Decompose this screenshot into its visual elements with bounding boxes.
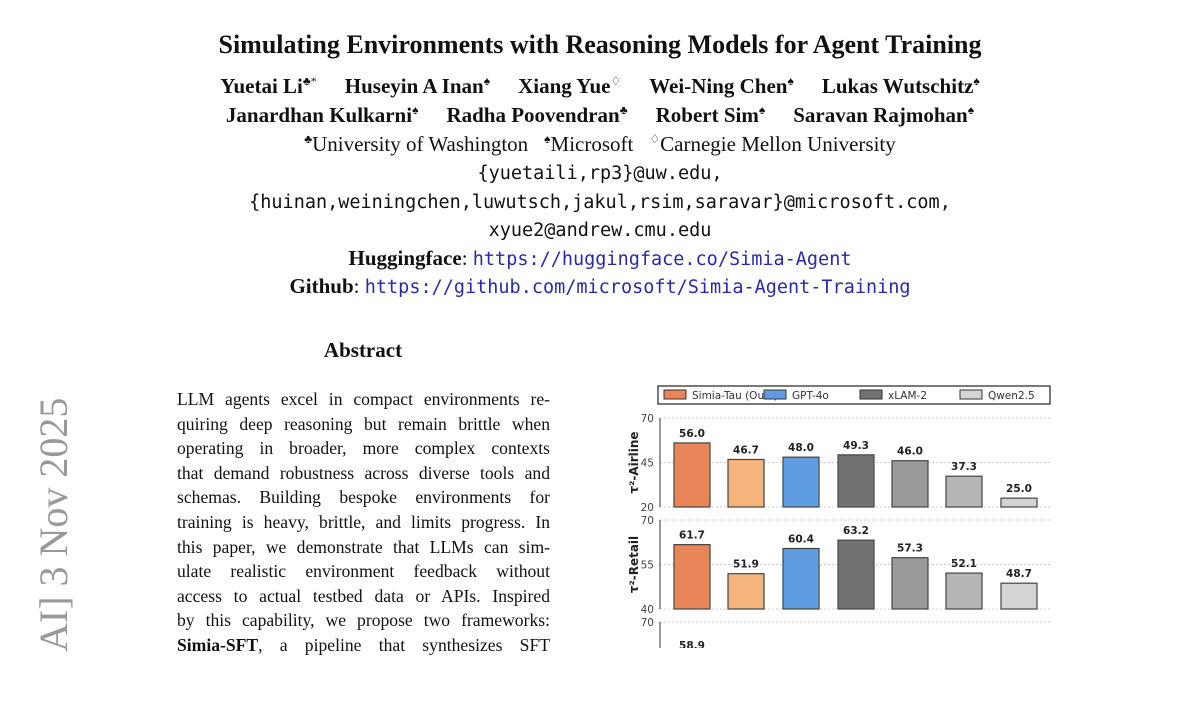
y-tick-label: 20 — [641, 502, 654, 514]
bar — [838, 540, 874, 609]
legend-label: GPT-4o — [792, 390, 829, 402]
bar — [892, 461, 928, 507]
bar — [674, 545, 710, 609]
legend-label: xLAM-2 — [888, 390, 927, 402]
bar-value-label: 51.9 — [733, 559, 759, 571]
y-tick-label: 45 — [641, 458, 654, 470]
bar — [728, 574, 764, 609]
bar-value-label: 60.4 — [788, 533, 814, 545]
bar — [838, 455, 874, 507]
legend-label: Qwen2.5 — [988, 390, 1035, 402]
bar-value-label: 48.0 — [788, 442, 814, 454]
bar — [946, 573, 982, 609]
legend-swatch — [664, 390, 686, 399]
legend-swatch — [860, 390, 882, 399]
legend-swatch — [764, 390, 786, 399]
y-tick-label: 70 — [641, 413, 654, 425]
bar-value-label: 48.7 — [1006, 568, 1032, 580]
bar-value-label: 57.3 — [897, 543, 923, 555]
bar — [783, 457, 819, 507]
y-axis-label: τ²-Airline — [627, 431, 641, 493]
bar-value-label: 46.0 — [897, 446, 923, 458]
bar-value-label: 46.7 — [733, 444, 759, 456]
y-tick-label: 70 — [641, 617, 654, 629]
bar-value-label: 52.1 — [951, 558, 977, 570]
bar — [946, 476, 982, 507]
bar — [892, 558, 928, 609]
bar — [1001, 498, 1037, 507]
y-tick-label: 70 — [641, 515, 654, 527]
bar-value-label: 37.3 — [951, 461, 977, 473]
y-tick-label: 40 — [641, 604, 654, 616]
bar-value-label: 25.0 — [1006, 483, 1032, 495]
bar — [728, 459, 764, 507]
y-tick-label: 55 — [641, 560, 654, 572]
bar — [783, 548, 819, 609]
bar-value-label: 61.7 — [679, 530, 705, 542]
y-axis-label: τ²-Retail — [627, 536, 641, 593]
legend-swatch — [960, 390, 982, 399]
bar-value-label: 56.0 — [679, 428, 705, 440]
bar-value-label: 63.2 — [843, 525, 869, 537]
bar — [1001, 583, 1037, 609]
bar-value-label: 58.9 — [679, 640, 705, 648]
bar — [674, 443, 710, 507]
bar-value-label: 49.3 — [843, 440, 869, 452]
